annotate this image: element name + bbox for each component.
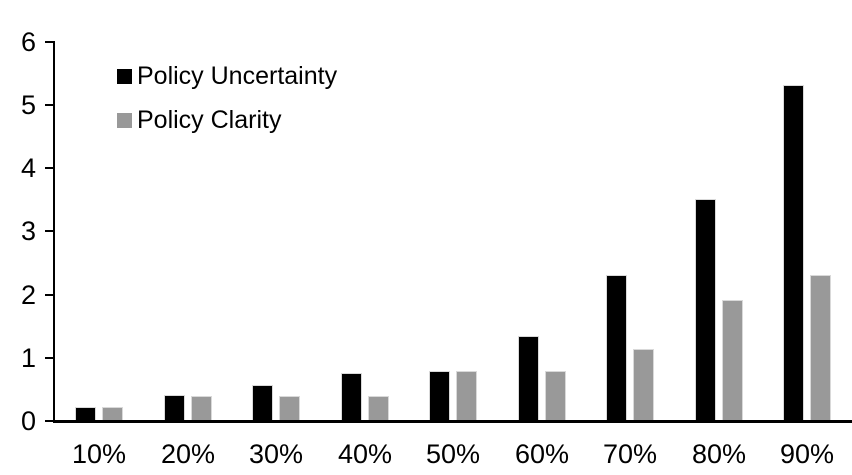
legend-label-policy-clarity: Policy Clarity xyxy=(137,106,282,134)
y-axis-line xyxy=(53,41,55,422)
bar-policy-uncertainty-40% xyxy=(341,373,362,420)
bar-policy-uncertainty-90% xyxy=(783,85,804,420)
x-axis-label-80%: 80% xyxy=(691,439,747,469)
x-axis-label-30%: 30% xyxy=(248,439,304,469)
bar-policy-uncertainty-80% xyxy=(695,199,716,420)
y-tick-4 xyxy=(45,167,54,169)
y-tick-label-0: 0 xyxy=(20,406,36,436)
y-tick-3 xyxy=(45,230,54,232)
bar-policy-uncertainty-20% xyxy=(164,395,185,420)
chart-legend: Policy Uncertainty Policy Clarity xyxy=(117,62,337,150)
y-tick-2 xyxy=(45,294,54,296)
y-tick-6 xyxy=(45,41,54,43)
y-tick-0 xyxy=(45,420,54,422)
x-axis-line xyxy=(53,420,852,423)
y-tick-label-4: 4 xyxy=(20,153,36,183)
y-tick-label-6: 6 xyxy=(20,27,36,57)
y-tick-label-2: 2 xyxy=(20,280,36,310)
bar-policy-clarity-40% xyxy=(368,396,389,420)
legend-label-policy-uncertainty: Policy Uncertainty xyxy=(137,62,338,90)
bar-policy-uncertainty-50% xyxy=(429,371,450,420)
x-axis-label-90%: 90% xyxy=(779,439,835,469)
y-tick-5 xyxy=(45,104,54,106)
legend-swatch-policy-uncertainty xyxy=(117,68,132,84)
bar-policy-clarity-90% xyxy=(810,275,831,420)
y-tick-label-1: 1 xyxy=(20,343,36,373)
y-tick-label-5: 5 xyxy=(20,90,36,120)
x-axis-label-10%: 10% xyxy=(71,439,127,469)
bar-policy-uncertainty-60% xyxy=(518,336,539,420)
x-axis-label-50%: 50% xyxy=(425,439,481,469)
x-axis-label-40%: 40% xyxy=(337,439,393,469)
legend-swatch-policy-clarity xyxy=(117,112,132,128)
x-axis-label-70%: 70% xyxy=(602,439,658,469)
bar-policy-clarity-50% xyxy=(456,371,477,420)
bar-policy-uncertainty-30% xyxy=(252,385,273,420)
bar-policy-uncertainty-10% xyxy=(75,407,96,420)
bar-policy-clarity-10% xyxy=(102,407,123,420)
x-axis-label-60%: 60% xyxy=(514,439,570,469)
bar-policy-uncertainty-70% xyxy=(606,275,627,420)
bar-policy-clarity-60% xyxy=(545,371,566,420)
y-tick-label-3: 3 xyxy=(20,216,36,246)
legend-item-policy-clarity: Policy Clarity xyxy=(117,106,337,134)
x-axis-label-20%: 20% xyxy=(160,439,216,469)
legend-item-policy-uncertainty: Policy Uncertainty xyxy=(117,62,337,90)
bar-policy-clarity-20% xyxy=(191,396,212,420)
bar-policy-clarity-30% xyxy=(279,396,300,420)
bar-policy-clarity-70% xyxy=(633,349,654,420)
y-tick-1 xyxy=(45,357,54,359)
bar-policy-clarity-80% xyxy=(722,300,743,420)
